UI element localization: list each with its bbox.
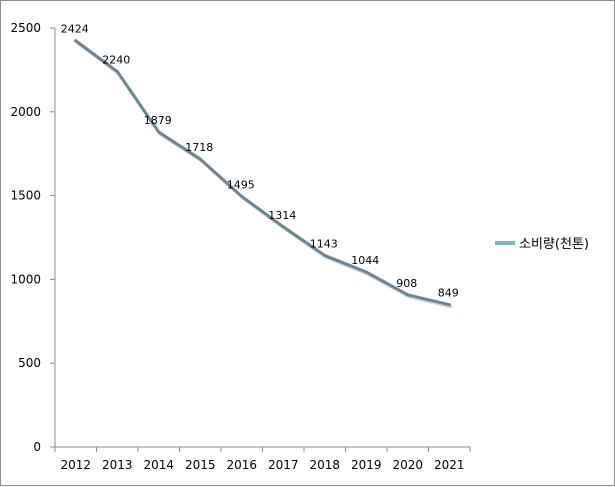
x-tick-label: 2021 [434, 458, 465, 472]
y-tick-label: 2000 [10, 105, 41, 119]
x-tick-label: 2012 [60, 458, 91, 472]
x-axis: 2012 2013 2014 2015 2016 2017 2018 2019 2020 2021 [54, 446, 471, 472]
data-point [240, 194, 244, 198]
legend-swatch [495, 241, 515, 245]
data-point [281, 225, 285, 229]
data-point [115, 70, 119, 74]
y-axis: 0 500 1000 1500 2000 2500 [10, 21, 56, 454]
x-tick-label: 2020 [392, 458, 423, 472]
series-line [74, 39, 451, 307]
data-point [406, 293, 410, 297]
y-tick-label: 500 [18, 356, 41, 370]
legend: 소비량(천톤) [495, 237, 589, 252]
series-line-shadow [75, 41, 453, 309]
x-tick-label: 2013 [102, 458, 133, 472]
data-label: 2424 [61, 23, 89, 36]
series-layer [74, 39, 453, 309]
data-point [74, 39, 78, 43]
data-label: 2240 [102, 54, 130, 67]
x-tick-label: 2016 [226, 458, 257, 472]
data-label: 849 [438, 287, 459, 300]
y-tick-label: 0 [33, 440, 41, 454]
data-point [323, 253, 327, 257]
data-label: 908 [396, 277, 417, 290]
data-label: 1495 [227, 178, 255, 191]
data-point [447, 303, 451, 307]
x-tick-label: 2017 [268, 458, 299, 472]
data-label: 1718 [185, 141, 213, 154]
data-label: 1314 [268, 209, 296, 222]
x-tick-label: 2015 [185, 458, 216, 472]
data-label: 1044 [351, 254, 379, 267]
data-labels: 2424 2240 1879 1718 1495 1314 1143 1044 908 849 [61, 23, 459, 300]
data-point [364, 270, 368, 274]
y-tick-label: 2500 [10, 21, 41, 35]
data-point [198, 157, 202, 161]
x-tick-label: 2019 [351, 458, 382, 472]
data-label: 1143 [310, 237, 338, 250]
legend-label: 소비량(천톤) [519, 237, 589, 252]
data-label: 1879 [144, 114, 172, 127]
y-tick-label: 1000 [10, 272, 41, 286]
y-tick-label: 1500 [10, 189, 41, 203]
data-point [157, 130, 161, 134]
x-tick-label: 2018 [309, 458, 340, 472]
x-tick-label: 2014 [143, 458, 174, 472]
